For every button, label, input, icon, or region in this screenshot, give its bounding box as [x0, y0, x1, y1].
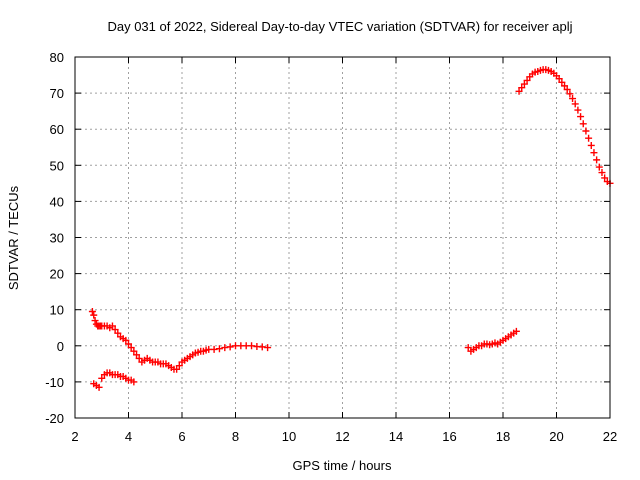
data-point — [561, 82, 569, 90]
data-point — [98, 374, 106, 382]
data-point — [520, 80, 528, 88]
data-point — [226, 343, 234, 351]
y-tick-label: -20 — [45, 411, 64, 426]
x-axis-label: GPS time / hours — [293, 458, 392, 473]
plot-frame — [74, 56, 611, 419]
data-point — [585, 134, 593, 142]
data-point — [125, 340, 132, 348]
data-point — [598, 169, 606, 177]
data-point — [215, 345, 223, 353]
y-tick-label: 40 — [50, 194, 64, 209]
y-tick-label: 50 — [50, 158, 64, 173]
x-tick-label: 8 — [232, 429, 239, 444]
data-point — [595, 163, 603, 171]
y-tick-label: 80 — [50, 50, 64, 65]
x-tick-label: 10 — [282, 429, 296, 444]
x-tick-label: 4 — [125, 429, 132, 444]
x-tick-label: 2 — [71, 429, 78, 444]
series-arc-2 — [90, 369, 138, 391]
data-point — [569, 95, 577, 103]
data-point — [515, 87, 523, 95]
data-point — [127, 344, 135, 352]
x-tick-label: 16 — [442, 429, 456, 444]
data-point — [210, 345, 218, 353]
y-tick-label: -10 — [45, 375, 64, 390]
y-tick-label: 70 — [50, 86, 64, 101]
x-tick-label: 14 — [389, 429, 403, 444]
x-tick-label: 6 — [178, 429, 185, 444]
grid-lines — [75, 57, 610, 418]
data-points — [88, 66, 614, 391]
x-tick-label: 18 — [496, 429, 510, 444]
series-arc-4 — [515, 66, 614, 187]
y-tick-label: 10 — [50, 303, 64, 318]
y-tick-label: 60 — [50, 122, 64, 137]
y-tick-labels: -20 -10 0 10 20 30 40 50 60 70 80 — [45, 50, 64, 426]
data-point — [135, 354, 143, 362]
data-point — [91, 317, 99, 325]
data-point — [264, 344, 272, 352]
data-point — [108, 322, 116, 330]
y-tick-label: 30 — [50, 231, 64, 246]
x-tick-labels: 2 4 6 8 10 12 14 16 18 20 22 — [71, 429, 617, 444]
data-point — [248, 342, 256, 350]
data-point — [175, 362, 183, 370]
data-point — [173, 365, 181, 373]
series-arc-3 — [464, 327, 520, 355]
data-point — [133, 351, 141, 359]
data-point — [464, 344, 472, 352]
data-point — [587, 141, 595, 149]
data-point — [130, 378, 138, 386]
series-arc-1 — [88, 308, 272, 373]
x-tick-label: 20 — [549, 429, 563, 444]
data-point — [88, 308, 96, 316]
data-point — [90, 311, 98, 319]
data-point — [518, 84, 526, 92]
data-point — [577, 113, 585, 121]
data-point — [593, 156, 601, 164]
data-point — [221, 344, 229, 352]
data-point — [582, 127, 590, 135]
data-point — [601, 174, 609, 182]
data-point — [563, 85, 571, 93]
data-point — [130, 347, 138, 355]
chart-title: Day 031 of 2022, Sidereal Day-to-day VTE… — [107, 19, 572, 34]
x-tick-label: 22 — [603, 429, 617, 444]
x-tick-label: 12 — [335, 429, 349, 444]
data-point — [574, 106, 582, 114]
data-point — [122, 336, 130, 344]
data-point — [95, 383, 103, 391]
data-point — [555, 75, 563, 83]
data-point — [111, 326, 119, 334]
data-point — [558, 78, 566, 86]
data-point — [566, 90, 574, 98]
data-point — [523, 76, 531, 84]
data-point — [512, 327, 520, 335]
data-point — [590, 149, 598, 157]
y-axis-label: SDTVAR / TECUs — [6, 185, 21, 290]
data-point — [114, 329, 122, 337]
y-tick-label: 0 — [57, 339, 64, 354]
y-tick-label: 20 — [50, 267, 64, 282]
data-point — [579, 120, 587, 128]
data-point — [258, 343, 266, 351]
data-point — [571, 100, 579, 108]
